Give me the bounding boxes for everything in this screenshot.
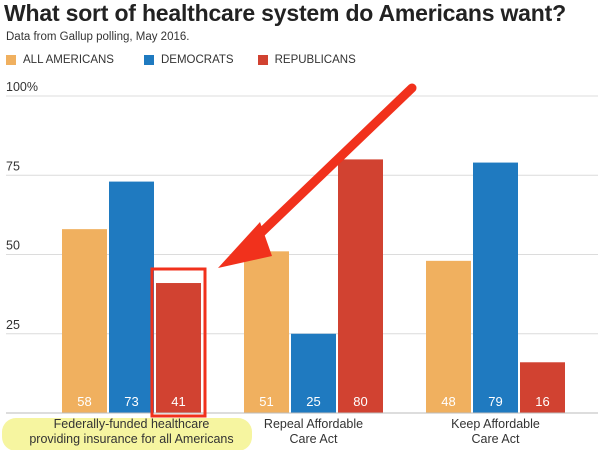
legend-item-republicans: REPUBLICANS <box>257 54 356 66</box>
arrow-shaft <box>238 83 417 255</box>
bar-value-label: 79 <box>488 394 502 409</box>
legend-label-republicans: REPUBLICANS <box>274 54 356 66</box>
bar <box>338 159 383 413</box>
bar <box>473 162 518 413</box>
bar <box>244 251 289 413</box>
y-tick-label: 100% <box>6 80 38 94</box>
chart-title: What sort of healthcare system do Americ… <box>4 0 566 26</box>
category-label: Federally-funded healthcare <box>54 417 210 431</box>
bar <box>156 283 201 413</box>
category-label: Keep Affordable <box>451 417 540 431</box>
bar-value-label: 51 <box>259 394 273 409</box>
bar <box>62 229 107 413</box>
highlight-box <box>150 267 207 418</box>
legend-swatch-republicans <box>257 55 268 65</box>
arrow-head <box>218 222 272 268</box>
legend-swatch-all-americans <box>6 55 16 65</box>
chart-subtitle: Data from Gallup polling, May 2016. <box>6 31 190 43</box>
category-label: Care Act <box>290 432 338 446</box>
category-label-highlight <box>2 418 252 450</box>
legend-label-democrats: DEMOCRATS <box>160 54 234 66</box>
bar <box>426 260 471 413</box>
bar-value-label: 48 <box>441 394 455 409</box>
bar-value-label: 41 <box>171 394 185 409</box>
category-label: providing insurance for all Americans <box>29 432 233 446</box>
bar <box>520 362 565 413</box>
category-label: Care Act <box>472 432 520 446</box>
bar <box>109 181 154 413</box>
y-tick-label: 25 <box>6 318 20 332</box>
category-label: Repeal Affordable <box>264 417 363 431</box>
y-tick-label: 50 <box>6 239 20 253</box>
y-tick-label: 75 <box>6 159 20 173</box>
legend-item-all-americans: ALL AMERICANS <box>6 54 114 66</box>
bar-value-label: 58 <box>77 394 91 409</box>
legend-label-all-americans: ALL AMERICANS <box>23 54 114 66</box>
legend-swatch-democrats <box>143 55 154 65</box>
legend-item-democrats: DEMOCRATS <box>143 54 234 66</box>
bar <box>291 333 336 413</box>
bar-value-label: 73 <box>124 394 138 409</box>
bar-value-label: 25 <box>306 394 320 409</box>
bar-value-label: 16 <box>535 394 549 409</box>
legend: ALL AMERICANS DEMOCRATS REPUBLICANS <box>6 54 374 66</box>
bar-value-label: 80 <box>353 394 367 409</box>
